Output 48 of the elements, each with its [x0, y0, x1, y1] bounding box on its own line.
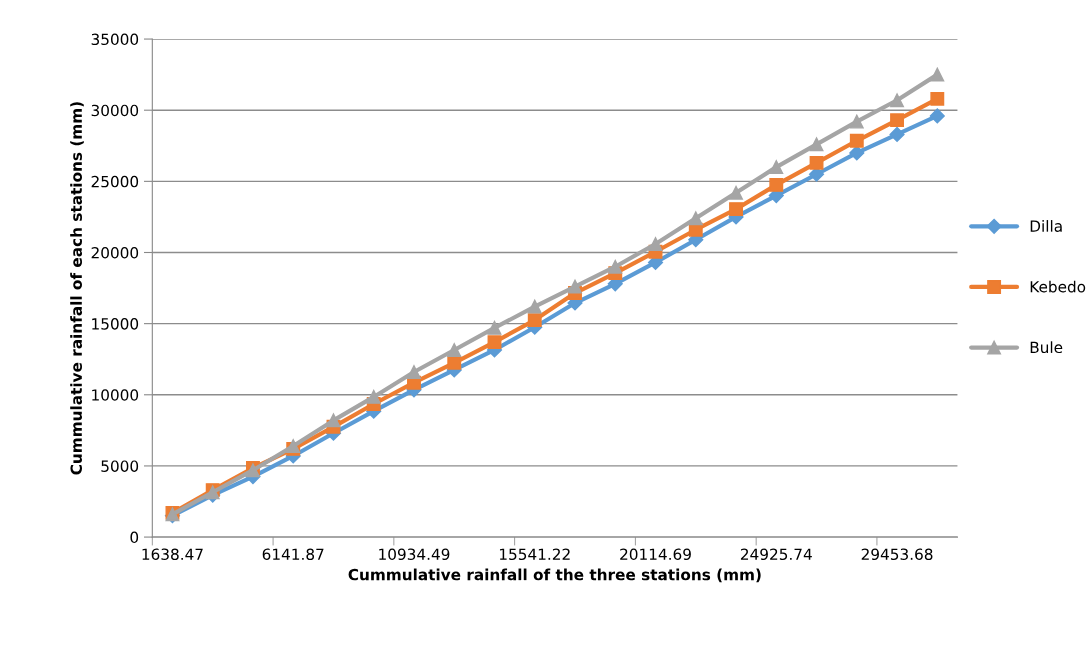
point [890, 93, 905, 108]
point [447, 343, 462, 357]
y-tick-label: 5000 [101, 460, 139, 472]
x-axis-title: Cummulative rainfall of the three stations (mm) [348, 568, 761, 583]
point [929, 108, 945, 124]
y-tick-label: 25000 [91, 175, 139, 188]
x-tick-label: 24925.74 [740, 548, 812, 561]
point [769, 177, 784, 192]
x-tick-label: 15541.22 [499, 548, 570, 561]
x-tick-label: 29453.68 [861, 548, 933, 561]
y-tick-label: 10000 [92, 389, 139, 401]
point [849, 133, 864, 148]
point [890, 113, 905, 128]
point [729, 202, 743, 217]
x-tick-label: 20114.69 [620, 548, 691, 561]
point [487, 320, 502, 335]
point [889, 126, 905, 142]
point [447, 355, 462, 370]
point [487, 335, 502, 350]
point [527, 313, 542, 328]
point [930, 67, 945, 82]
legend-label: Bule [1030, 341, 1063, 354]
point [527, 299, 542, 314]
y-tick-label: 35000 [91, 33, 139, 46]
y-tick-label: 20000 [91, 246, 139, 259]
point [608, 259, 623, 274]
y-axis-title: Cummulative rainfall of each stations (mm) [70, 102, 84, 475]
y-tick-label: 15000 [92, 318, 139, 330]
point [849, 145, 865, 161]
point [366, 389, 381, 404]
point [849, 114, 864, 129]
point [769, 160, 784, 175]
point [568, 279, 582, 294]
x-tick-label: 1638.47 [142, 548, 203, 561]
point [407, 365, 421, 379]
point [326, 413, 341, 428]
x-tick-label: 6141.87 [262, 548, 324, 561]
y-tick-label: 0 [130, 531, 139, 544]
y-tick-label: 30000 [91, 104, 139, 117]
point [688, 211, 703, 226]
point [930, 91, 945, 106]
point [809, 137, 824, 152]
point [809, 155, 824, 170]
x-tick-label: 10934.49 [379, 548, 450, 561]
point [648, 237, 663, 251]
point [729, 185, 743, 200]
legend-label: Dilla [1030, 220, 1062, 232]
legend-label: Kebedo [1030, 280, 1086, 293]
